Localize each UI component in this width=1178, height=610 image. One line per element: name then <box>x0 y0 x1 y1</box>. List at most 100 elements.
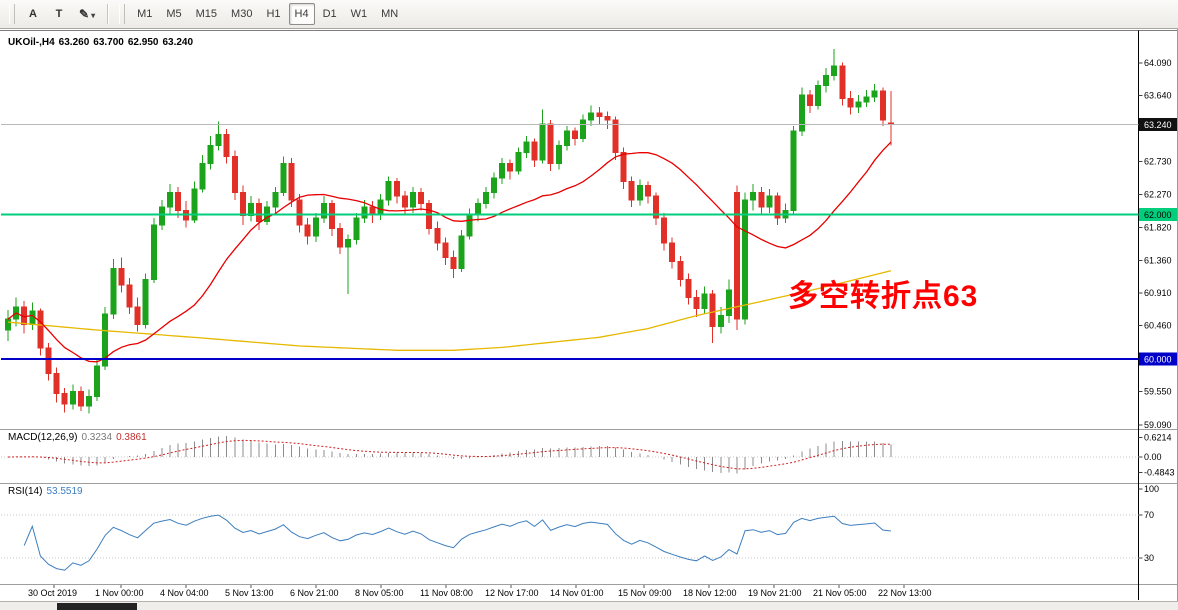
candle-body <box>515 152 522 172</box>
candle-body <box>693 296 700 309</box>
candle-body <box>118 268 125 286</box>
candle-body <box>288 163 295 201</box>
candle-body <box>142 278 149 325</box>
candle-body <box>839 65 846 99</box>
tool-a-button[interactable]: A <box>21 3 45 25</box>
draw-tool-button[interactable]: ✎ ▾ <box>73 3 101 25</box>
candle-body <box>847 97 854 108</box>
candle-body <box>774 195 781 219</box>
candle-body <box>45 347 52 374</box>
candle-body <box>167 192 173 208</box>
candle-body <box>426 202 433 230</box>
candle-body <box>304 224 311 237</box>
horizontal-scrollbar[interactable] <box>0 601 1178 610</box>
time-axis-label: 5 Nov 13:00 <box>225 588 274 598</box>
chart-title: UKOil-,H4 <box>8 37 55 48</box>
candle-body <box>790 130 797 212</box>
rsi-name: RSI(14) <box>8 486 43 497</box>
candle-body <box>604 116 611 121</box>
timeframe-button-m30[interactable]: M30 <box>225 3 258 25</box>
hline-60000-marker-label: 60.000 <box>1144 354 1172 364</box>
timeframe-button-w1[interactable]: W1 <box>345 3 374 25</box>
timeframe-button-m5[interactable]: M5 <box>160 3 187 25</box>
candle-body <box>345 239 352 248</box>
candle-body <box>280 163 287 194</box>
timeframe-button-h4[interactable]: H4 <box>288 3 315 25</box>
scrollbar-thumb[interactable] <box>57 603 137 610</box>
candle-body <box>823 74 830 86</box>
toolbar-grip[interactable] <box>9 4 15 24</box>
ohlc-open: 63.260 <box>58 37 90 48</box>
candle-body <box>86 396 92 407</box>
candle-body <box>320 202 327 219</box>
candle-body <box>256 202 263 222</box>
tool-t-button[interactable]: T <box>47 3 71 25</box>
price-axis-label: 60.910 <box>1144 288 1172 298</box>
candle-body <box>29 310 36 325</box>
rsi-axis-label: 100 <box>1144 484 1159 494</box>
macd-name: MACD(12,26,9) <box>8 432 78 443</box>
time-axis-label: 21 Nov 05:00 <box>813 588 867 598</box>
candle-body <box>353 217 360 241</box>
candle-body <box>661 217 668 244</box>
candle-body <box>418 192 425 204</box>
timeframe-button-m1[interactable]: M1 <box>131 3 158 25</box>
time-axis-label: 8 Nov 05:00 <box>355 588 404 598</box>
timeframe-button-mn[interactable]: MN <box>375 3 404 25</box>
price-axis-label: 59.090 <box>1144 420 1172 430</box>
candle-body <box>628 181 635 201</box>
price-axis-label: 59.550 <box>1144 387 1172 397</box>
candle-body <box>69 391 76 405</box>
candle-body <box>239 192 246 217</box>
current-price-line-marker-label: 63.240 <box>1144 120 1172 130</box>
candle-body <box>183 210 190 221</box>
candle-body <box>879 90 886 121</box>
candle-body <box>102 313 109 367</box>
candle-body <box>669 242 676 262</box>
candle-body <box>296 199 303 226</box>
toolbar: A T ✎ ▾ M1 M5 M15 M30 H1 H4 D1 W1 MN <box>0 0 1178 29</box>
time-axis-label: 22 Nov 13:00 <box>878 588 932 598</box>
candle-body <box>410 192 416 208</box>
rsi-label: RSI(14) 53.5519 <box>8 486 87 497</box>
price-axis-label: 62.270 <box>1144 190 1172 200</box>
timeframe-grip[interactable] <box>119 4 126 24</box>
price-axis-label: 61.820 <box>1144 222 1172 232</box>
candle-body <box>110 268 117 315</box>
candle-body <box>175 192 182 212</box>
candle-body <box>596 112 603 118</box>
time-axis-label: 15 Nov 09:00 <box>618 588 672 598</box>
hline-60000-marker-box <box>1139 352 1177 366</box>
chart-annotation[interactable]: 多空转折点63 <box>788 280 979 313</box>
ohlc-low: 62.950 <box>127 37 159 48</box>
time-axis-label: 14 Nov 01:00 <box>550 588 604 598</box>
candle-body <box>482 192 489 204</box>
candle-body <box>547 123 554 165</box>
candle-body <box>393 181 400 197</box>
rsi-line <box>23 514 891 571</box>
pencil-icon: ✎ <box>79 7 90 21</box>
macd-axis-label: -0.4843 <box>1144 467 1175 477</box>
timeframe-button-d1[interactable]: D1 <box>317 3 343 25</box>
price-axis-label: 64.090 <box>1144 58 1172 68</box>
candle-body <box>685 278 692 298</box>
candle-body <box>572 130 578 139</box>
time-axis-label: 12 Nov 17:00 <box>485 588 539 598</box>
candle-body <box>134 306 141 325</box>
rsi-value: 53.5519 <box>46 486 83 497</box>
candle-body <box>734 192 740 320</box>
ohlc-high: 63.700 <box>93 37 124 48</box>
candle-body <box>53 372 60 395</box>
timeframe-button-m15[interactable]: M15 <box>190 3 223 25</box>
candle-body <box>329 202 335 230</box>
candle-body <box>750 192 757 201</box>
candle-body <box>612 119 619 154</box>
ma-fast-line <box>7 141 892 363</box>
current-price-line-marker-box <box>1139 118 1177 132</box>
dropdown-caret-icon: ▾ <box>91 11 96 20</box>
candle-body <box>312 217 319 237</box>
candle-body <box>215 134 222 147</box>
timeframe-button-h1[interactable]: H1 <box>260 3 286 25</box>
chart-header: UKOil-,H4 63.260 63.700 62.950 63.240 <box>8 37 197 48</box>
